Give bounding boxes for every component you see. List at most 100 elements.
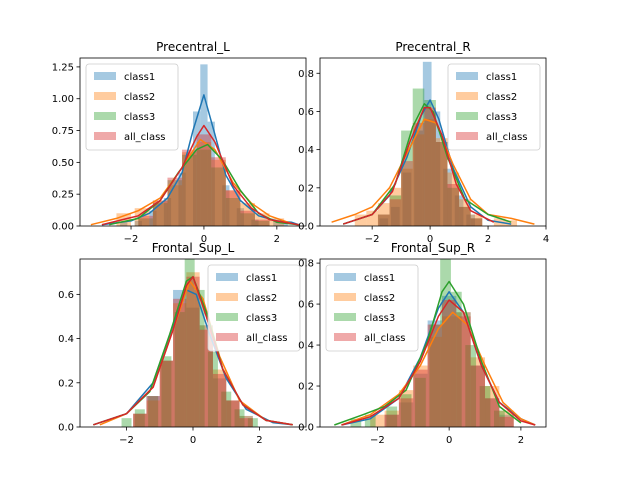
y-tick-label: 0.50 xyxy=(52,158,74,169)
y-tick-label: 0.2 xyxy=(298,183,314,194)
subplot-title: Frontal_Sup_R xyxy=(391,241,475,255)
hist-bar-class3 xyxy=(386,406,398,427)
hist-bar-all_class xyxy=(254,219,270,226)
legend-swatch-all_class xyxy=(216,333,238,341)
kde-line-all_class xyxy=(341,299,536,426)
y-tick-label: 0.00 xyxy=(52,222,74,233)
legend: class1 class2 class3 all_class xyxy=(447,63,541,151)
subplot-title: Precentral_R xyxy=(395,40,470,54)
hist-bar-class1 xyxy=(422,61,432,226)
x-tick-label: 0 xyxy=(201,234,207,245)
hist-bar-class1 xyxy=(163,198,172,226)
hist-bar-class2 xyxy=(146,400,160,427)
hist-bar-all_class xyxy=(225,190,241,226)
hist-bar-class2 xyxy=(384,410,399,427)
hist-bar-class2 xyxy=(239,415,253,427)
hist-bar-class3 xyxy=(240,213,255,226)
hist-bar-class2 xyxy=(226,400,240,427)
hist-bar-class3 xyxy=(207,351,218,427)
legend-label-class3: class3 xyxy=(246,313,277,324)
hist-bar-all_class xyxy=(239,418,253,427)
hist-bar-class3 xyxy=(364,414,376,427)
hist-bar-all_class xyxy=(146,396,160,427)
hist-bar-class1 xyxy=(251,219,259,226)
hist-bar-class2 xyxy=(470,357,486,427)
legend-swatch-class1 xyxy=(456,72,478,80)
hist-bar-class2 xyxy=(401,168,413,226)
x-tick-label: −2 xyxy=(124,234,139,245)
hist-bar-class1 xyxy=(485,398,500,427)
subplot-3: −2 0 20.00.20.40.6Frontal_Sup_Lclass1class… xyxy=(58,241,307,446)
hist-bar-all_class xyxy=(196,134,212,226)
hist-bar-class1 xyxy=(379,218,389,226)
subplot-4: −2 0 20.00.20.40.60.8Frontal_Sup_Rclass1cl… xyxy=(298,241,547,446)
legend-swatch-class1 xyxy=(216,273,238,281)
hist-bar-class3 xyxy=(424,100,436,226)
hist-bar-class1 xyxy=(454,195,464,226)
hist-bar-all_class xyxy=(459,206,471,226)
hist-bar-all_class xyxy=(173,298,187,427)
legend-swatch-class3 xyxy=(456,112,478,120)
hist-bar-class3 xyxy=(247,418,258,427)
hist-bar-all_class xyxy=(470,365,486,427)
legend: class1 class2 class3 all_class xyxy=(325,264,419,352)
legend-label-class3: class3 xyxy=(124,112,155,123)
y-tick-label: 1.00 xyxy=(52,94,74,105)
legend-swatch-class1 xyxy=(334,273,356,281)
y-tick-label: 0.0 xyxy=(58,423,74,434)
hist-bar-class3 xyxy=(350,418,362,427)
kde-line-all_class xyxy=(342,106,495,225)
legend-label-class1: class1 xyxy=(124,72,155,83)
hist-bar-class3 xyxy=(148,396,159,427)
hist-bar-class1 xyxy=(149,210,157,226)
kde-line-class2 xyxy=(341,311,536,426)
kde-line-all_class xyxy=(93,275,293,426)
legend-label-class2: class2 xyxy=(124,92,155,103)
hist-bar-all_class xyxy=(441,299,457,427)
legend-label-class2: class2 xyxy=(364,293,395,304)
hist-bar-class3 xyxy=(138,218,153,226)
legend-swatch-all_class xyxy=(456,132,478,140)
hist-bar-class2 xyxy=(505,220,518,226)
hist-bar-class3 xyxy=(121,418,132,427)
hist-bar-class3 xyxy=(225,198,241,226)
hist-bar-class1 xyxy=(427,320,442,427)
hist-bar-all_class xyxy=(384,414,399,427)
axes-frame xyxy=(319,57,547,227)
hist-bar-all_class xyxy=(167,177,183,226)
hist-bar-class1 xyxy=(390,206,400,226)
legend-label-class3: class3 xyxy=(486,112,517,123)
subplot-title: Precentral_L xyxy=(156,40,230,54)
axes-frame xyxy=(79,57,307,227)
x-tick-label: 0 xyxy=(190,435,196,446)
hist-bar-all_class xyxy=(485,398,500,427)
plot-area xyxy=(331,61,535,226)
legend-label-all_class: all_class xyxy=(364,333,406,344)
hist-bar-class2 xyxy=(182,152,197,226)
legend-label-class2: class2 xyxy=(486,92,517,103)
hist-bar-class3 xyxy=(152,203,168,226)
hist-bar-class1 xyxy=(402,172,412,226)
hist-bar-class2 xyxy=(389,187,402,226)
hist-bar-class3 xyxy=(459,206,471,226)
hist-bar-all_class xyxy=(447,184,460,226)
hist-bar-class1 xyxy=(133,413,147,427)
hist-bar-class2 xyxy=(470,214,483,226)
x-tick-label: 2 xyxy=(485,234,491,245)
legend-swatch-class2 xyxy=(216,293,238,301)
subplot-2: −2 0 2 40.00.20.40.60.8Precentral_Rclass1cl… xyxy=(298,40,549,245)
x-tick-label: 2 xyxy=(274,234,280,245)
axes-frame xyxy=(319,258,547,428)
y-tick-label: 0.6 xyxy=(298,107,314,118)
hist-bar-class3 xyxy=(450,291,462,427)
legend-swatch-class2 xyxy=(456,92,478,100)
subplot-title: Frontal_Sup_L xyxy=(152,241,235,255)
hist-bar-all_class xyxy=(133,413,147,427)
hist-bar-class1 xyxy=(280,222,288,226)
legend-label-all_class: all_class xyxy=(246,333,288,344)
hist-bar-all_class xyxy=(377,214,390,226)
legend-swatch-all_class xyxy=(334,333,356,341)
y-tick-label: 0.8 xyxy=(298,259,314,270)
y-tick-label: 0.4 xyxy=(298,341,314,352)
hist-bar-class2 xyxy=(196,142,212,226)
